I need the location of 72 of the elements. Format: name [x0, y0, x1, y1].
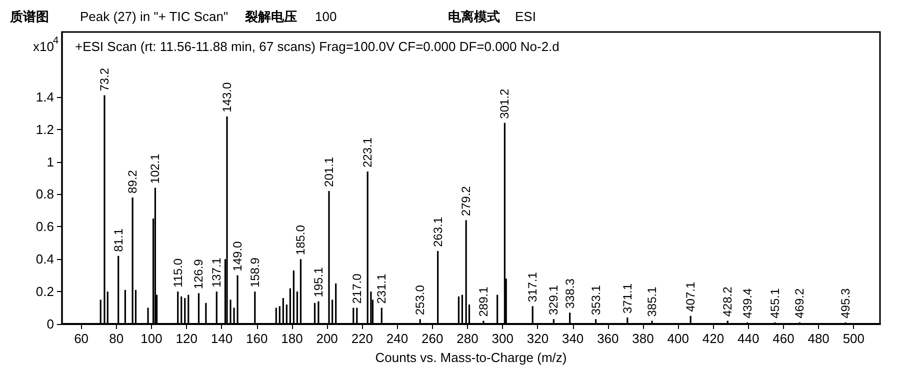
annotation: 263.1 — [430, 216, 445, 247]
annotation: 143.0 — [220, 82, 234, 112]
annotation: 469.2 — [792, 288, 807, 318]
annotation: 407.1 — [684, 282, 698, 312]
y-tick-label: 0 — [46, 316, 54, 332]
text: 电离模式 — [448, 9, 500, 24]
annotation: 371.1 — [620, 283, 634, 314]
annotation: 126.9 — [192, 258, 206, 290]
y-tick-label: 0.8 — [36, 186, 54, 202]
annotation: 73.2 — [97, 68, 112, 92]
x-tick-label: 320 — [526, 331, 549, 346]
annotation: 195.1 — [311, 266, 326, 298]
text: 裂解电压 — [244, 9, 297, 24]
x-tick-label: 440 — [737, 331, 760, 346]
x-tick-label: 420 — [702, 331, 724, 346]
annotation: 253.0 — [413, 284, 428, 316]
annotation: 455.1 — [768, 288, 782, 318]
x-tick-label: 360 — [597, 331, 619, 346]
annotation: 81.1 — [111, 228, 126, 252]
annotation: 158.9 — [248, 257, 262, 288]
annotation: 495.3 — [838, 288, 852, 318]
x-tick-label: 280 — [456, 331, 478, 346]
x-tick-label: 140 — [210, 331, 233, 346]
chart-title: 质谱图 — [9, 9, 49, 24]
x-tick-label: 180 — [281, 331, 303, 346]
annotation: 289.1 — [476, 286, 490, 317]
y-tick-label: 0.2 — [36, 284, 54, 300]
y-tick-label: 1.4 — [36, 89, 54, 104]
x-tick-label: 160 — [246, 331, 268, 346]
annotation: 279.2 — [459, 186, 474, 216]
annotation: 217.0 — [350, 273, 364, 304]
x-tick-label: 200 — [316, 331, 338, 346]
y-tick-label: 1 — [46, 154, 54, 170]
x-tick-label: 80 — [109, 331, 124, 346]
x-tick-label: 460 — [772, 331, 794, 346]
text: +ESI Scan (rt: 11.56-11.88 min, 67 scans) Frag=100.0V CF=0.000 DF=0.000 No-2.d — [75, 39, 560, 54]
annotation: 89.2 — [126, 170, 140, 194]
text: ESI — [515, 9, 536, 24]
annotation: 385.1 — [644, 286, 659, 317]
annotation: 137.1 — [210, 257, 224, 288]
x-tick-label: 100 — [140, 331, 162, 346]
annotation: 185.0 — [294, 224, 308, 256]
annotation: 223.1 — [360, 137, 375, 168]
y-tick-label: 1.2 — [36, 122, 54, 137]
annotation: 439.4 — [740, 288, 754, 318]
annotation: 338.3 — [562, 278, 577, 309]
annotation: 317.1 — [526, 272, 540, 302]
x-tick-label: 380 — [632, 331, 654, 346]
text: 100 — [315, 9, 337, 24]
x-tick-label: 300 — [492, 331, 514, 346]
y-tick-label: 0.4 — [36, 252, 54, 267]
annotation: 329.1 — [546, 284, 561, 316]
annotation: 231.1 — [374, 273, 389, 304]
annotation: 149.0 — [230, 240, 245, 272]
x-tick-label: 240 — [386, 331, 408, 346]
y-tick-label: 0.6 — [36, 219, 54, 234]
x-tick-label: 220 — [351, 331, 374, 346]
annotation: 301.2 — [498, 88, 512, 119]
annotation: 353.1 — [588, 284, 603, 316]
x-tick-label: 120 — [176, 331, 198, 346]
annotation: 115.0 — [170, 258, 185, 288]
annotation: 428.2 — [720, 286, 735, 317]
x-tick-label: 400 — [667, 331, 689, 346]
x-axis-title: Counts vs. Mass-to-Charge (m/z) — [375, 350, 567, 365]
annotation: 102.1 — [148, 153, 162, 184]
x-tick-label: 480 — [808, 331, 830, 346]
x-tick-label: 60 — [74, 331, 89, 346]
text: Peak (27) in "+ TIC Scan" — [80, 9, 228, 24]
x-tick-label: 260 — [422, 331, 444, 346]
x-tick-label: 500 — [842, 331, 865, 346]
annotation: 201.1 — [322, 156, 336, 187]
x-tick-label: 340 — [562, 331, 584, 346]
